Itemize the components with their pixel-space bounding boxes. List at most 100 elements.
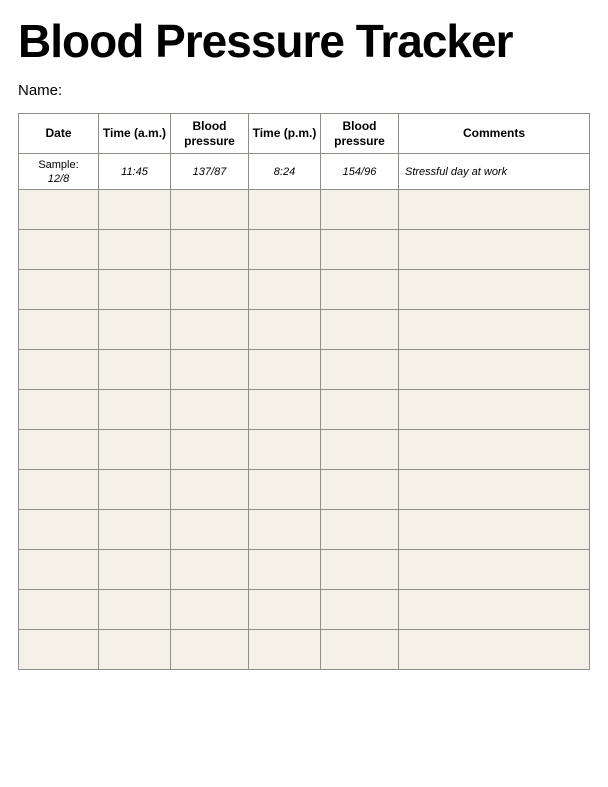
empty-cell (321, 310, 399, 350)
empty-cell (99, 550, 171, 590)
empty-cell (171, 390, 249, 430)
bp-tracker-table: Date Time (a.m.) Blood pressure Time (p.… (18, 113, 590, 670)
empty-cell (249, 390, 321, 430)
col-header-bp-am: Blood pressure (171, 114, 249, 154)
sample-time-am: 11:45 (99, 154, 171, 190)
empty-cell (19, 390, 99, 430)
sample-label: Sample: (21, 158, 96, 172)
sample-comments: Stressful day at work (399, 154, 590, 190)
empty-cell (99, 470, 171, 510)
empty-cell (171, 630, 249, 670)
col-header-time-am: Time (a.m.) (99, 114, 171, 154)
empty-cell (399, 190, 590, 230)
empty-cell (249, 550, 321, 590)
empty-cell (321, 590, 399, 630)
empty-cell (19, 310, 99, 350)
empty-cell (19, 550, 99, 590)
empty-cell (249, 190, 321, 230)
empty-cell (321, 390, 399, 430)
empty-cell (399, 630, 590, 670)
col-header-bp-pm: Blood pressure (321, 114, 399, 154)
empty-cell (249, 630, 321, 670)
empty-cell (399, 590, 590, 630)
empty-cell (19, 230, 99, 270)
col-header-date: Date (19, 114, 99, 154)
table-body: Sample: 12/8 11:45 137/87 8:24 154/96 St… (19, 154, 590, 670)
empty-cell (249, 470, 321, 510)
empty-cell (249, 270, 321, 310)
empty-cell (399, 350, 590, 390)
empty-cell (249, 230, 321, 270)
table-row (19, 310, 590, 350)
name-label: Name: (18, 82, 590, 99)
table-row (19, 590, 590, 630)
empty-cell (99, 190, 171, 230)
table-header-row: Date Time (a.m.) Blood pressure Time (p.… (19, 114, 590, 154)
empty-cell (249, 430, 321, 470)
col-header-time-pm: Time (p.m.) (249, 114, 321, 154)
empty-cell (321, 510, 399, 550)
empty-cell (321, 470, 399, 510)
empty-cell (99, 310, 171, 350)
table-row (19, 510, 590, 550)
empty-cell (171, 550, 249, 590)
empty-cell (171, 190, 249, 230)
table-row (19, 230, 590, 270)
table-row (19, 470, 590, 510)
empty-cell (399, 310, 590, 350)
empty-cell (249, 310, 321, 350)
empty-cell (399, 230, 590, 270)
table-row (19, 550, 590, 590)
page-title: Blood Pressure Tracker (18, 18, 590, 64)
empty-cell (99, 430, 171, 470)
col-header-comments: Comments (399, 114, 590, 154)
table-row (19, 390, 590, 430)
empty-cell (19, 630, 99, 670)
empty-cell (99, 390, 171, 430)
empty-cell (321, 630, 399, 670)
sample-bp-pm: 154/96 (321, 154, 399, 190)
empty-cell (321, 230, 399, 270)
empty-cell (99, 590, 171, 630)
table-row (19, 350, 590, 390)
empty-cell (171, 270, 249, 310)
empty-cell (399, 430, 590, 470)
empty-cell (321, 550, 399, 590)
sample-time-pm: 8:24 (249, 154, 321, 190)
empty-cell (19, 350, 99, 390)
empty-cell (321, 270, 399, 310)
sample-date-cell: Sample: 12/8 (19, 154, 99, 190)
table-row (19, 430, 590, 470)
empty-cell (171, 230, 249, 270)
empty-cell (249, 510, 321, 550)
empty-cell (399, 390, 590, 430)
empty-cell (249, 350, 321, 390)
empty-cell (99, 510, 171, 550)
empty-cell (171, 590, 249, 630)
table-row (19, 270, 590, 310)
sample-bp-am: 137/87 (171, 154, 249, 190)
empty-cell (19, 590, 99, 630)
empty-cell (19, 470, 99, 510)
empty-cell (19, 510, 99, 550)
empty-cell (171, 430, 249, 470)
table-row (19, 190, 590, 230)
table-row (19, 630, 590, 670)
empty-cell (171, 310, 249, 350)
empty-cell (321, 190, 399, 230)
empty-cell (399, 550, 590, 590)
empty-cell (19, 430, 99, 470)
empty-cell (19, 190, 99, 230)
empty-cell (99, 630, 171, 670)
empty-cell (399, 470, 590, 510)
empty-cell (321, 350, 399, 390)
empty-cell (399, 270, 590, 310)
empty-cell (171, 470, 249, 510)
empty-cell (99, 350, 171, 390)
empty-cell (99, 270, 171, 310)
empty-cell (171, 350, 249, 390)
empty-cell (249, 590, 321, 630)
empty-cell (399, 510, 590, 550)
empty-cell (99, 230, 171, 270)
sample-row: Sample: 12/8 11:45 137/87 8:24 154/96 St… (19, 154, 590, 190)
